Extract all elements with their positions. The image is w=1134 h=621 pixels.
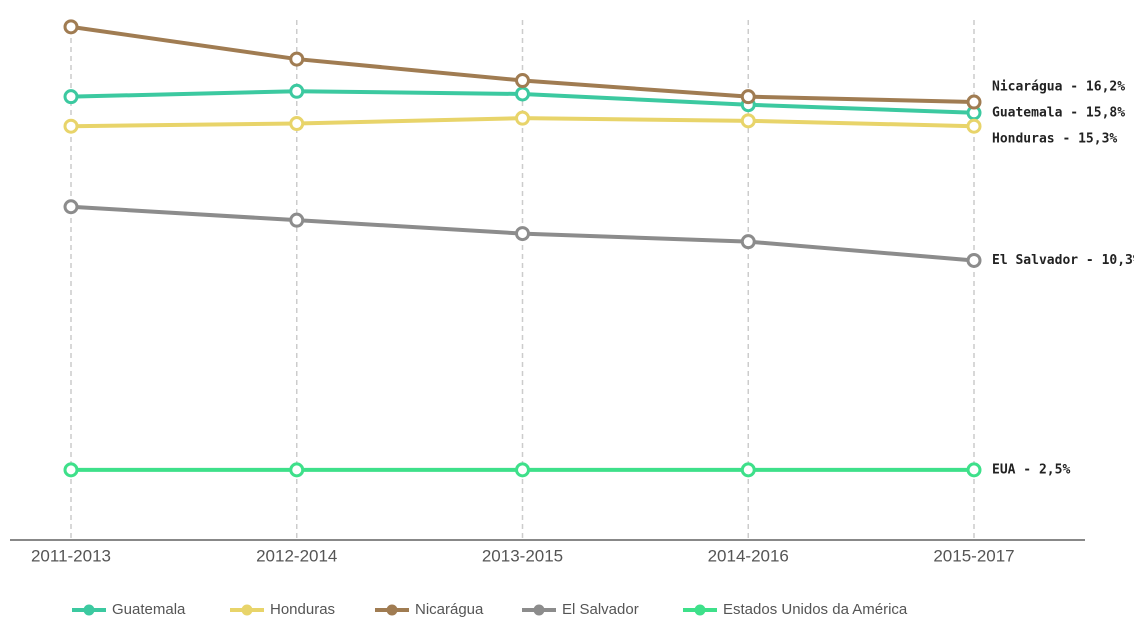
value-label: EUA - 2,5% (992, 462, 1070, 477)
legend-marker (694, 604, 706, 616)
point (63, 89, 79, 105)
legend-marker (241, 604, 253, 616)
x-tick-label: 2013-2015 (482, 546, 563, 565)
legend-marker (386, 604, 398, 616)
point (515, 462, 530, 478)
point (289, 462, 305, 478)
legend-label: Honduras (270, 601, 335, 618)
point (289, 212, 305, 228)
point (515, 226, 530, 242)
legend-marker (533, 604, 545, 616)
point (63, 118, 79, 134)
x-tick-label: 2011-2013 (31, 546, 111, 565)
point (289, 116, 305, 132)
value-label: El Salvador - 10,3% (992, 253, 1134, 268)
point (966, 118, 982, 134)
legend-label: Estados Unidos da América (723, 601, 908, 618)
value-label: Nicarágua - 16,2% (992, 80, 1125, 95)
point (63, 19, 79, 35)
value-label: Guatemala - 15,8% (992, 105, 1125, 120)
legend-label: El Salvador (562, 601, 639, 618)
legend-marker (83, 604, 95, 616)
point (289, 51, 305, 67)
point (515, 86, 530, 102)
point (966, 462, 982, 478)
point (289, 83, 305, 99)
legend-label: Guatemala (112, 601, 186, 618)
value-label: Honduras - 15,3% (992, 132, 1117, 147)
legend-label: Nicarágua (415, 601, 484, 618)
x-tick-label: 2014-2016 (708, 546, 789, 565)
x-tick-label: 2012-2014 (256, 546, 337, 565)
point (515, 110, 530, 126)
point (63, 462, 79, 478)
point (966, 252, 982, 268)
point (515, 73, 530, 89)
x-tick-label: 2015-2017 (933, 546, 1014, 565)
point (740, 89, 756, 105)
point (63, 199, 79, 215)
point (740, 462, 756, 478)
point (740, 113, 756, 129)
point (966, 94, 982, 110)
point (740, 234, 756, 250)
